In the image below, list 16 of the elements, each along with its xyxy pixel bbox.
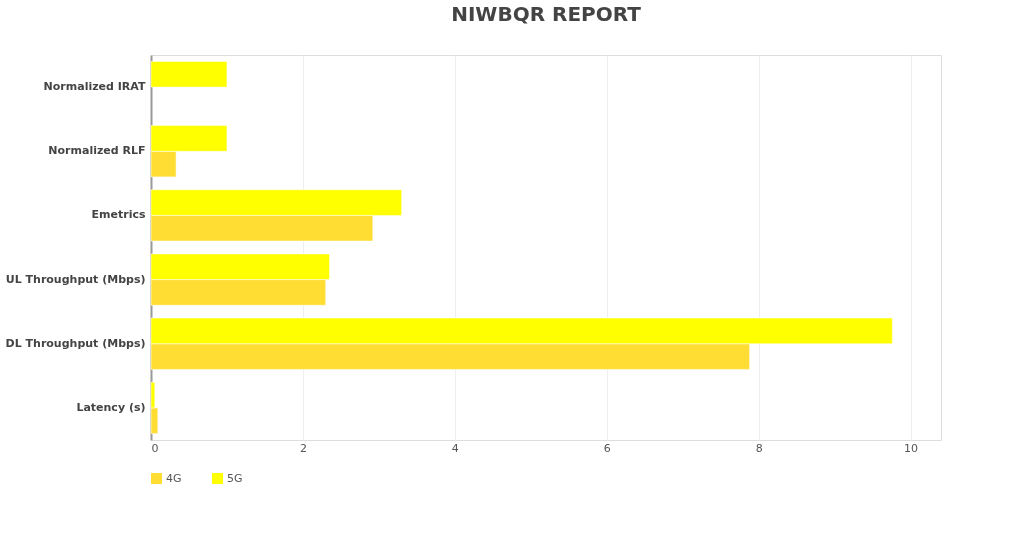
y-tick-label: Normalized RLF	[48, 144, 146, 158]
x-tick-label: 2	[299, 441, 307, 455]
x-tick-label: 0	[151, 441, 159, 455]
y-tick-label: DL Throughput (Mbps)	[5, 336, 146, 350]
x-tick-label: 4	[451, 441, 459, 455]
x-tick-label: 6	[603, 441, 611, 455]
x-tick-label: 8	[755, 441, 763, 455]
legend-label: 5G	[227, 471, 243, 485]
y-tick-label: Emetrics	[91, 208, 146, 222]
legend-label: 4G	[166, 471, 182, 485]
y-tick-label: UL Throughput (Mbps)	[5, 272, 146, 286]
chart-title: NIWBQR REPORT	[451, 2, 642, 26]
x-tick-label: 10	[904, 441, 919, 455]
bar	[150, 61, 228, 88]
y-tick-label: Normalized IRAT	[43, 80, 146, 94]
y-tick-label: Latency (s)	[76, 400, 146, 414]
